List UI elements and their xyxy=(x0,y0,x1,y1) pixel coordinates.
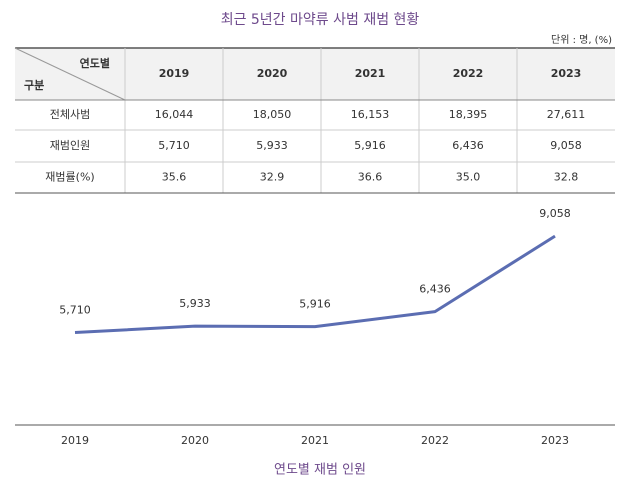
cell: 32.8 xyxy=(554,171,579,184)
data-label: 9,058 xyxy=(539,207,571,220)
corner-row: 구분 xyxy=(24,79,44,92)
data-label: 5,710 xyxy=(59,304,91,317)
cell: 35.0 xyxy=(456,171,481,184)
data-label: 5,933 xyxy=(179,297,211,310)
x-tick-label: 2022 xyxy=(421,434,449,447)
cell: 16,153 xyxy=(351,108,390,121)
cell: 5,933 xyxy=(256,139,288,152)
line-series xyxy=(74,234,556,335)
column-header: 2022 xyxy=(453,67,484,80)
header-bg xyxy=(15,48,615,100)
row-label: 재범률(%) xyxy=(45,171,94,184)
column-header: 2019 xyxy=(159,67,190,80)
corner-col: 연도별 xyxy=(80,56,110,70)
column-header: 2023 xyxy=(551,67,582,80)
column-header: 2021 xyxy=(355,67,386,80)
cell: 27,611 xyxy=(547,108,586,121)
cell: 18,395 xyxy=(449,108,488,121)
cell: 9,058 xyxy=(550,139,582,152)
x-tick-label: 2019 xyxy=(61,434,89,447)
cell: 5,710 xyxy=(158,139,190,152)
column-header: 2020 xyxy=(257,67,288,80)
cell: 32.9 xyxy=(260,171,285,184)
x-axis-title: 연도별 재범 인원 xyxy=(274,463,366,478)
row-label: 전체사범 xyxy=(50,108,90,121)
row-label: 재범인원 xyxy=(50,139,90,152)
cell: 16,044 xyxy=(155,108,194,121)
cell: 18,050 xyxy=(253,108,292,121)
cell: 35.6 xyxy=(162,171,187,184)
data-label: 5,916 xyxy=(299,298,331,311)
corner-diagonal xyxy=(14,47,126,101)
x-tick-label: 2020 xyxy=(181,434,209,447)
cell: 6,436 xyxy=(452,139,484,152)
unit: 단위 : 명, (%) xyxy=(551,33,612,46)
x-tick-label: 2023 xyxy=(541,434,569,447)
title: 최근 5년간 마약류 사범 재범 현황 xyxy=(221,12,420,28)
cell: 36.6 xyxy=(358,171,383,184)
data-label: 6,436 xyxy=(419,283,451,296)
x-tick-label: 2021 xyxy=(301,434,329,447)
cell: 5,916 xyxy=(354,139,386,152)
